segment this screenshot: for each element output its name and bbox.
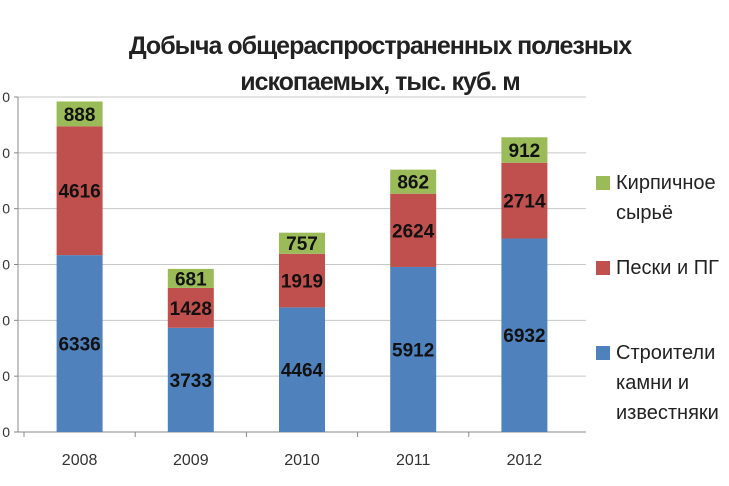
legend-label-stone: Строители камни и известняки [616, 342, 719, 424]
y-tick-label: 0 [2, 89, 10, 105]
legend-swatch-brick [596, 176, 610, 190]
data-label: 757 [286, 234, 318, 255]
x-tick-label: 2008 [62, 452, 98, 469]
data-label: 862 [397, 173, 429, 194]
legend-item-stone: Строители камни и известняки [596, 338, 719, 428]
y-tick-label: 0 [2, 201, 10, 217]
data-label: 4464 [281, 361, 324, 382]
x-tick-labels: 2008 2009 2010 2011 2012 [62, 452, 542, 469]
bar-segment [390, 266, 437, 432]
y-tick-label: 0 [2, 145, 10, 161]
x-tick-label: 2011 [396, 452, 431, 469]
data-label: 1428 [170, 299, 212, 320]
bar-segment [56, 101, 103, 127]
bar-segment [501, 162, 548, 239]
x-tick-label: 2009 [173, 452, 209, 469]
bar-segment [167, 287, 214, 328]
y-tick-label: 0 [2, 257, 10, 273]
data-label: 6336 [58, 335, 100, 356]
data-label: 888 [64, 105, 96, 126]
y-tick-label: 0 [2, 368, 10, 384]
bar-segment [279, 307, 325, 432]
x-tick-label: 2012 [507, 452, 543, 469]
data-label: 4616 [58, 182, 100, 203]
x-tick-label: 2010 [284, 452, 320, 469]
bar-segment [501, 238, 548, 432]
bar-segment [167, 268, 214, 288]
y-tick-label: 0 [2, 312, 10, 328]
bar-segment [56, 126, 103, 256]
legend-label-sand: Пески и ПГ [616, 257, 719, 279]
y-tick-labels: 0 0 0 0 0 0 0 [2, 89, 10, 440]
data-labels: 6336 4616 888 3733 1428 681 4464 1919 757 5912 262… [58, 105, 546, 392]
data-label: 681 [175, 269, 207, 290]
data-label: 3733 [170, 371, 212, 392]
bars [56, 101, 548, 432]
bar-segment [279, 253, 325, 308]
legend-item-brick: Кирпичное сырьё [596, 168, 716, 228]
chart-title-line-1: Добыча общераспространенных полезных [128, 32, 632, 60]
bar-segment [167, 327, 214, 432]
data-label: 2624 [392, 221, 435, 242]
bar-segment [56, 255, 103, 432]
legend-swatch-stone [596, 346, 610, 360]
bar-segment [390, 169, 437, 194]
data-label: 2714 [503, 192, 546, 213]
chart-title-line-2: ископаемых, тыс. куб. м [240, 68, 521, 96]
data-label: 912 [509, 141, 541, 162]
y-tick-label: 0 [2, 424, 10, 440]
bar-segment [279, 232, 325, 254]
data-label: 5912 [392, 340, 434, 361]
legend-label-brick: Кирпичное сырьё [616, 172, 716, 224]
legend-item-sand: Пески и ПГ [596, 253, 719, 283]
bar-segment [501, 137, 548, 163]
legend-swatch-sand [596, 261, 610, 275]
bar-segment [390, 193, 437, 267]
data-label: 6932 [503, 326, 545, 347]
data-label: 1919 [281, 272, 323, 293]
